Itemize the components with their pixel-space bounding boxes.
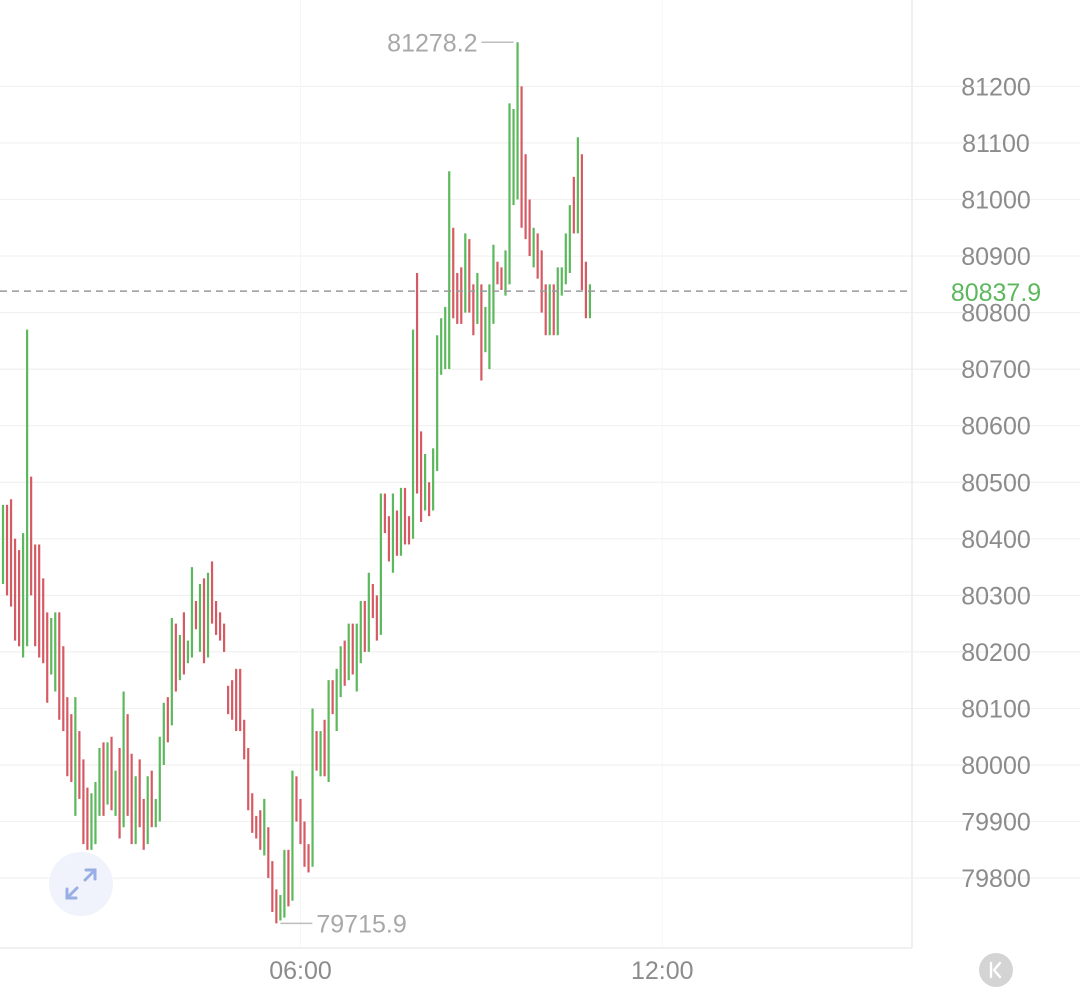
- y-axis-labels: 79800 79900 80000 80100 80200 80300 80400 80500…: [961, 73, 1031, 893]
- x-tick-label: 12:00: [631, 957, 694, 985]
- y-tick-label: 79800: [961, 865, 1031, 893]
- y-tick-label: 81100: [962, 130, 1030, 158]
- y-tick-label: 81000: [961, 187, 1031, 215]
- y-tick-label: 80700: [961, 356, 1031, 384]
- y-tick-label: 80900: [961, 243, 1031, 271]
- y-tick-label: 81200: [961, 73, 1031, 101]
- expand-icon: [65, 868, 97, 900]
- y-tick-label: 80200: [961, 639, 1031, 667]
- expand-button[interactable]: [49, 852, 113, 916]
- y-tick-label: 80300: [961, 582, 1031, 610]
- last-price-line: 80837.9: [0, 271, 1080, 312]
- extreme-price-markers: 81278.2 79715.9: [280, 29, 514, 938]
- y-tick-label: 79900: [961, 809, 1031, 837]
- last-price-label-bg: [914, 271, 1080, 312]
- grid-lines: [0, 85, 1080, 879]
- scroll-to-latest-button[interactable]: [979, 953, 1013, 987]
- y-tick-label: 80600: [961, 413, 1031, 441]
- ohlc-bars: [1, 42, 592, 924]
- min-price-label: 79715.9: [316, 910, 406, 938]
- y-tick-label: 80800: [961, 300, 1031, 328]
- y-tick-label: 80000: [961, 752, 1031, 780]
- jump-to-end-icon: [989, 961, 1002, 979]
- max-price-label: 81278.2: [387, 29, 477, 57]
- last-price-label: 80837.9: [951, 279, 1041, 307]
- y-tick-label: 80400: [961, 526, 1031, 554]
- y-tick-label: 80100: [961, 695, 1031, 723]
- x-axis-labels: 06:00 12:00: [269, 957, 693, 985]
- x-tick-label: 06:00: [269, 957, 332, 985]
- y-tick-label: 80500: [961, 469, 1031, 497]
